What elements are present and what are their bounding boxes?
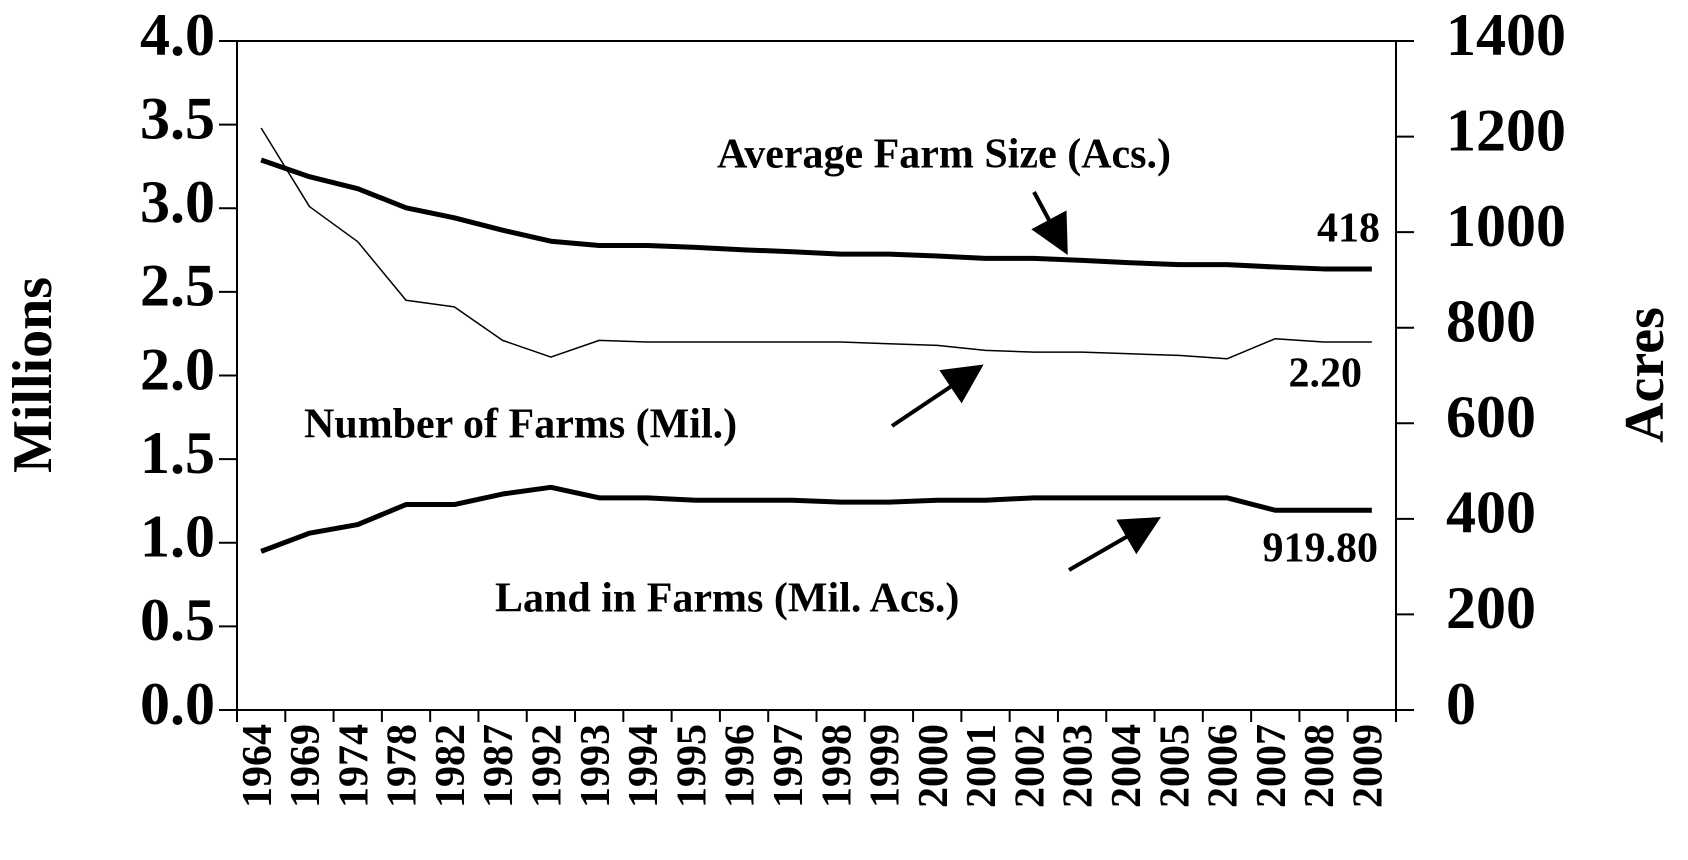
y-tick-label: 4.0 bbox=[140, 2, 215, 68]
series-line bbox=[260, 484, 1372, 554]
x-tick-label: 1992 bbox=[525, 724, 571, 808]
y-tick-label: 0.0 bbox=[140, 671, 215, 737]
y2-tick-label: 800 bbox=[1446, 288, 1536, 354]
y-tick-label: 2.5 bbox=[140, 253, 215, 319]
x-tick-label: 2007 bbox=[1249, 724, 1295, 808]
series-label: Number of Farms (Mil.) bbox=[304, 402, 737, 448]
y-tick-label: 3.0 bbox=[140, 169, 215, 235]
x-tick-label: 1964 bbox=[235, 724, 281, 808]
x-tick-label: 1993 bbox=[573, 724, 619, 808]
x-tick-label: 1999 bbox=[863, 724, 909, 808]
y-tick-label: 1.5 bbox=[140, 420, 215, 486]
y2-axis-title: Acres bbox=[1614, 307, 1676, 443]
annotation: 418 bbox=[1317, 206, 1380, 252]
y2-tick-label: 400 bbox=[1446, 480, 1536, 546]
y-tick-label: 2.0 bbox=[140, 336, 215, 402]
x-tick-label: 1987 bbox=[476, 724, 522, 808]
x-tick-label: 2000 bbox=[911, 724, 957, 808]
y2-tick-label: 200 bbox=[1446, 575, 1536, 641]
series-label: Land in Farms (Mil. Acs.) bbox=[495, 576, 959, 622]
y2-tick-label: 0 bbox=[1446, 671, 1476, 737]
x-tick-label: 2003 bbox=[1056, 724, 1102, 808]
x-tick-label: 2004 bbox=[1104, 724, 1150, 808]
annotation: 2.20 bbox=[1289, 351, 1363, 397]
x-tick-label: 1996 bbox=[718, 724, 764, 808]
x-tick-label: 1994 bbox=[621, 724, 667, 808]
series-line bbox=[260, 157, 1372, 272]
x-tick-label: 2005 bbox=[1152, 724, 1198, 808]
x-tick-label: 1969 bbox=[283, 724, 329, 808]
y2-tick-label: 1400 bbox=[1446, 2, 1566, 68]
x-tick-label: 1974 bbox=[331, 724, 377, 808]
x-tick-label: 2002 bbox=[1007, 724, 1053, 808]
series-label: Average Farm Size (Acs.) bbox=[717, 132, 1171, 178]
arrows bbox=[890, 191, 1161, 572]
x-tick-label: 1998 bbox=[814, 724, 860, 808]
y-axis-title: Millions bbox=[2, 277, 64, 473]
x-tick-label: 2008 bbox=[1297, 724, 1343, 808]
series-line bbox=[260, 127, 1372, 360]
x-tick-label: 2001 bbox=[959, 724, 1005, 808]
y2-tick-label: 1000 bbox=[1446, 193, 1566, 259]
x-tick-label: 1997 bbox=[766, 724, 812, 808]
y2-tick-label: 600 bbox=[1446, 384, 1536, 450]
y2-tick-label: 1200 bbox=[1446, 97, 1566, 163]
x-tick-label: 2006 bbox=[1201, 724, 1247, 808]
y-tick-label: 3.5 bbox=[140, 85, 215, 151]
x-tick-label: 1978 bbox=[380, 724, 426, 808]
x-tick-label: 2009 bbox=[1345, 724, 1391, 808]
y-tick-label: 0.5 bbox=[140, 587, 215, 653]
y-tick-label: 1.0 bbox=[140, 504, 215, 570]
x-tick-label: 1982 bbox=[428, 724, 474, 808]
x-tick-label: 1995 bbox=[669, 724, 715, 808]
annotation: 919.80 bbox=[1263, 526, 1379, 572]
